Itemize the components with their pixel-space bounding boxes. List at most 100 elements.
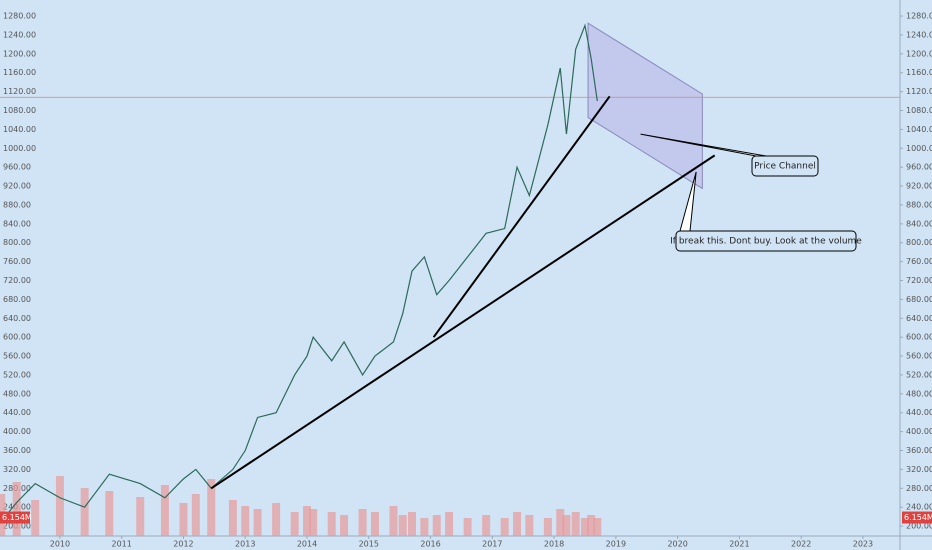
y-tick-label: 1080.00 (906, 106, 932, 115)
volume-bar (580, 518, 589, 536)
x-tick-label: 2010 (50, 540, 70, 549)
volume-bar (358, 509, 367, 536)
y-tick-label: 640.00 (3, 314, 31, 323)
y-tick-label: 280.00 (906, 484, 932, 493)
volume-bar (593, 518, 602, 536)
volume-bar (303, 506, 312, 536)
volume-bar (525, 515, 534, 536)
volume-bar (327, 512, 336, 536)
y-tick-label: 520.00 (906, 370, 932, 379)
y-tick-label: 520.00 (3, 370, 31, 379)
y-tick-label: 360.00 (3, 446, 31, 455)
volume-bar (290, 512, 299, 536)
volume-bar (55, 476, 64, 536)
x-tick-label: 2021 (729, 540, 749, 549)
x-tick-label: 2017 (482, 540, 502, 549)
y-tick-label: 480.00 (906, 389, 932, 398)
y-tick-label: 1280.00 (906, 12, 932, 21)
y-tick-label: 800.00 (906, 238, 932, 247)
y-tick-label: 320.00 (3, 465, 31, 474)
volume-tag (902, 511, 932, 524)
x-tick-label: 2020 (667, 540, 687, 549)
volume-bar (587, 515, 596, 536)
volume-tag-label: 6.154M (904, 513, 932, 522)
price-channel (587, 22, 703, 190)
volume-bar (105, 491, 114, 536)
x-tick-label: 2012 (173, 540, 193, 549)
y-tick-label: 1120.00 (3, 87, 36, 96)
y-tick-label: 840.00 (3, 219, 31, 228)
y-tick-label: 440.00 (3, 408, 31, 417)
volume-bar (253, 509, 262, 536)
x-tick-label: 2016 (420, 540, 440, 549)
x-tick-label: 2013 (235, 540, 255, 549)
price-line (0, 23, 598, 522)
volume-bar (543, 518, 552, 536)
y-tick-label: 760.00 (3, 257, 31, 266)
y-tick-label: 1000.00 (906, 144, 932, 153)
x-tick-label: 2014 (297, 540, 317, 549)
volume-bar (482, 515, 491, 536)
y-tick-label: 560.00 (3, 352, 31, 361)
y-tick-label: 1200.00 (906, 49, 932, 58)
x-tick-label: 2011 (112, 540, 132, 549)
volume-bar (31, 500, 40, 536)
volume-bar (571, 512, 580, 536)
y-tick-label: 1040.00 (3, 125, 36, 134)
volume-bar (513, 512, 522, 536)
volume-tag (0, 511, 30, 524)
y-tick-label: 880.00 (3, 200, 31, 209)
callout-box (675, 230, 857, 252)
y-tick-label: 1240.00 (906, 30, 932, 39)
volume-bar (160, 485, 169, 536)
y-tick-label: 560.00 (906, 352, 932, 361)
volume-bar (432, 515, 441, 536)
y-tick-label: 880.00 (906, 200, 932, 209)
y-tick-label: 320.00 (906, 465, 932, 474)
y-tick-label: 1160.00 (3, 68, 36, 77)
volume-bar (136, 497, 145, 536)
volume-bar (12, 482, 21, 536)
trendline (432, 95, 611, 338)
volume-bar (562, 515, 571, 536)
y-tick-label: 720.00 (3, 276, 31, 285)
callout-box (751, 155, 819, 177)
y-tick-label: 960.00 (906, 163, 932, 172)
x-tick-label: 2019 (606, 540, 626, 549)
y-tick-label: 240.00 (906, 503, 932, 512)
volume-bar (241, 506, 250, 536)
callout-text: Price Channel (754, 162, 816, 172)
volume-bar (370, 512, 379, 536)
volume-bar (191, 494, 200, 536)
y-tick-label: 1120.00 (906, 87, 932, 96)
y-tick-label: 400.00 (3, 427, 31, 436)
volume-bar (420, 518, 429, 536)
trendline (210, 154, 716, 490)
y-tick-label: 1040.00 (906, 125, 932, 134)
volume-bar (556, 509, 565, 536)
y-tick-label: 400.00 (906, 427, 932, 436)
y-tick-label: 800.00 (3, 238, 31, 247)
y-tick-label: 1000.00 (3, 144, 36, 153)
callout-text: If break this. Dont buy. Look at the vol… (670, 237, 862, 247)
volume-bar (340, 515, 349, 536)
y-tick-label: 1280.00 (3, 12, 36, 21)
volume-bar (207, 479, 216, 536)
volume-bar (445, 512, 454, 536)
volume-bar (179, 503, 188, 536)
volume-bar (272, 503, 281, 536)
volume-bar (500, 518, 509, 536)
y-tick-label: 200.00 (906, 522, 932, 531)
volume-bar (309, 509, 318, 536)
y-tick-label: 720.00 (906, 276, 932, 285)
volume-tag-label: 6.154M (2, 513, 32, 522)
y-tick-label: 1200.00 (3, 49, 36, 58)
y-tick-label: 840.00 (906, 219, 932, 228)
y-tick-label: 680.00 (3, 295, 31, 304)
y-tick-label: 1080.00 (3, 106, 36, 115)
x-tick-label: 2023 (853, 540, 873, 549)
x-tick-label: 2015 (359, 540, 379, 549)
volume-bar (398, 515, 407, 536)
